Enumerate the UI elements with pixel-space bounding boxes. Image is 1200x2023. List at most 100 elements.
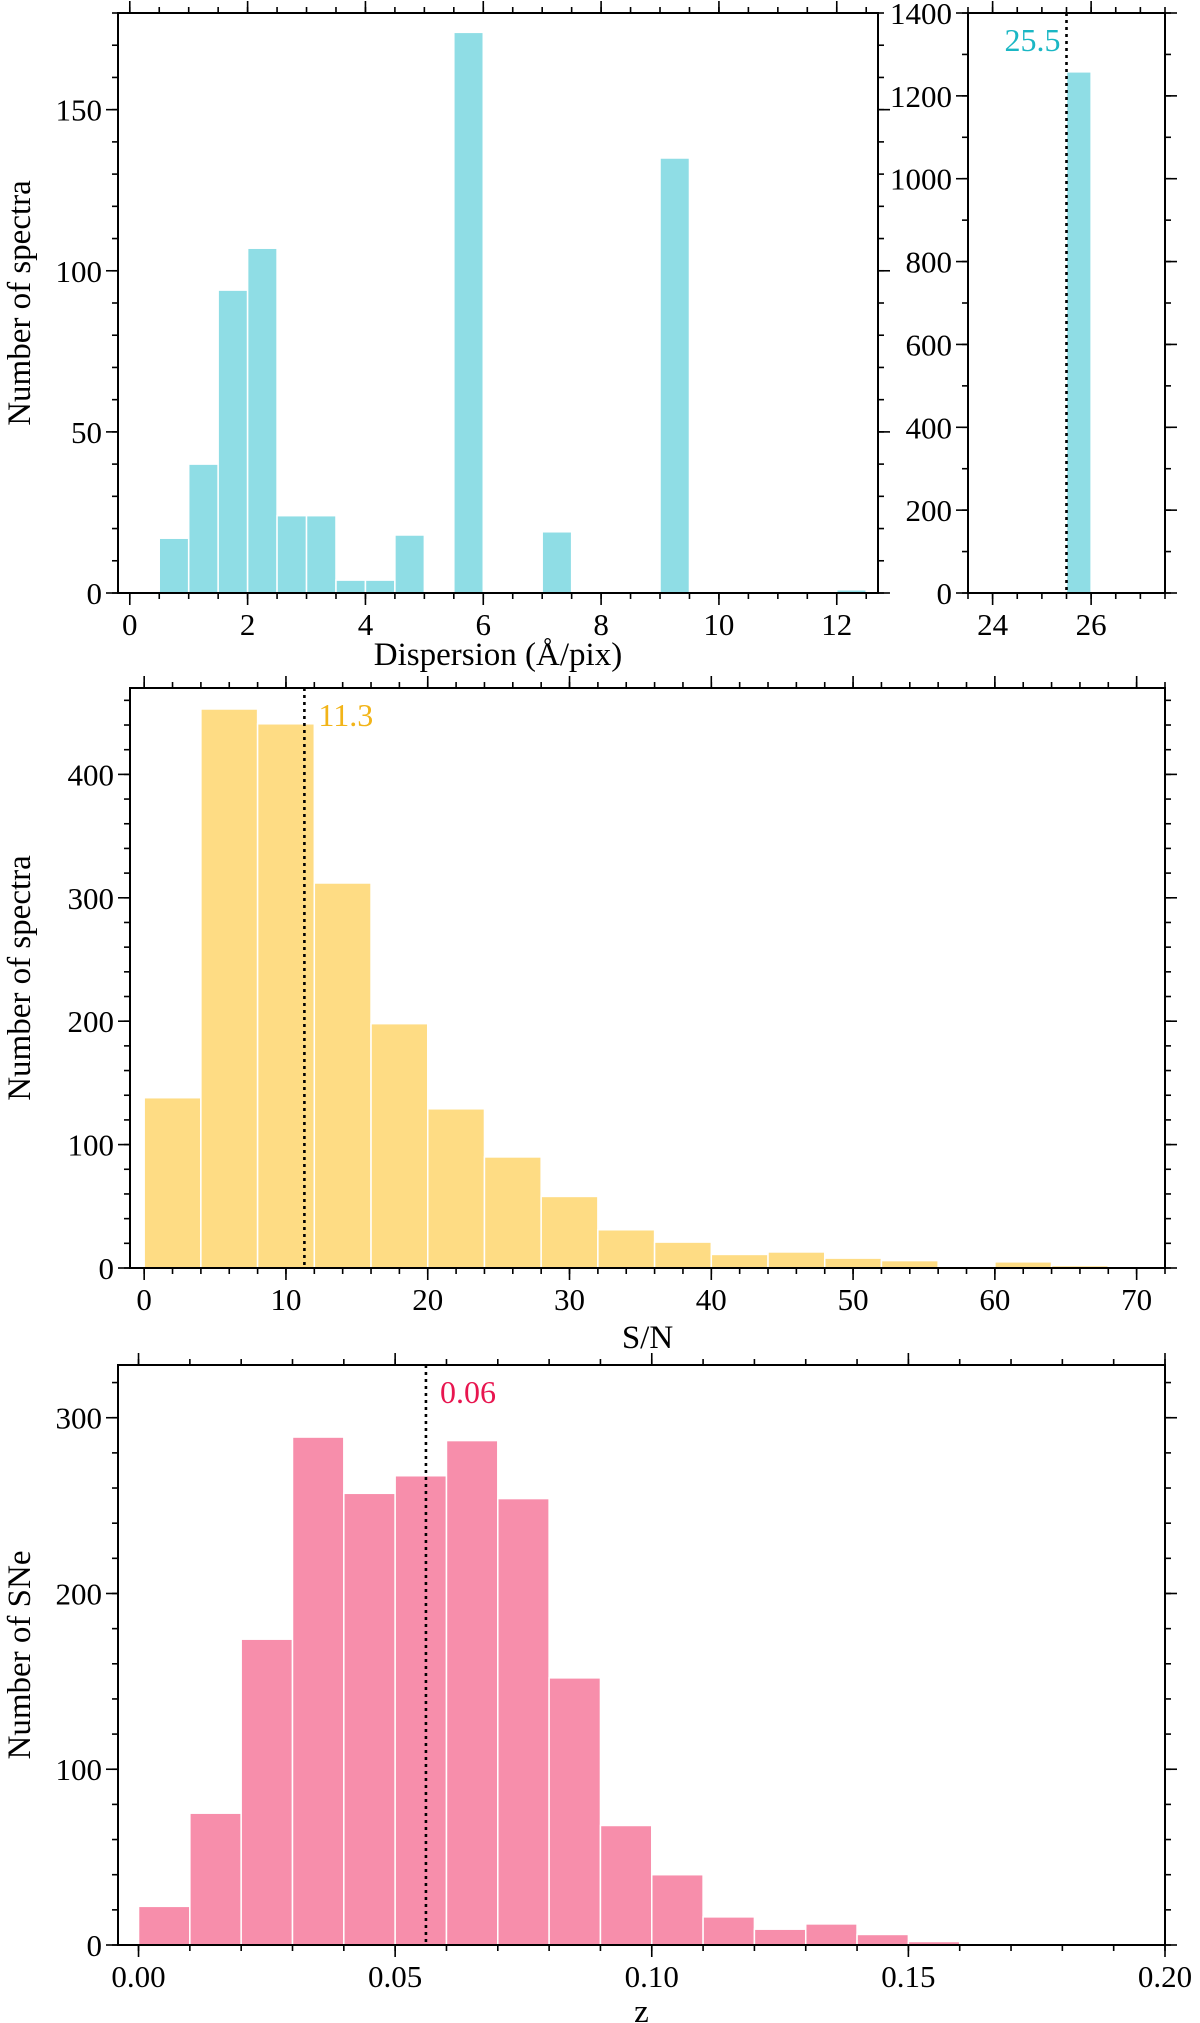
snr-y-tick-label: 100 xyxy=(68,1128,115,1163)
redshift-y-tick-label: 0 xyxy=(87,1928,103,1963)
snr-bar-8 xyxy=(597,1228,656,1269)
dispersion-main-x-tick-label: 0 xyxy=(122,607,138,642)
snr-bar-11 xyxy=(767,1251,826,1269)
redshift-x-axis-label: z xyxy=(634,1994,649,2023)
dispersion-main-bar-11 xyxy=(659,157,691,594)
dispersion-main-bar-6 xyxy=(335,579,367,594)
redshift-bar-11 xyxy=(702,1916,756,1946)
redshift-y-tick-label: 300 xyxy=(56,1401,103,1436)
dispersion-inset-x-tick-label: 24 xyxy=(977,607,1009,642)
redshift-bar-10 xyxy=(651,1873,704,1946)
dispersion-main-y-tick-label: 0 xyxy=(87,576,103,611)
redshift-x-tick-label: 0.00 xyxy=(111,1959,165,1994)
redshift-bar-3 xyxy=(291,1436,345,1946)
snr-bar-7 xyxy=(540,1195,599,1269)
dispersion-main-x-tick-label: 4 xyxy=(358,607,374,642)
dispersion-main-bar-2 xyxy=(217,289,249,594)
dispersion-inset-y-tick-label: 600 xyxy=(906,327,953,362)
dispersion-main-x-tick-label: 8 xyxy=(593,607,609,642)
redshift-frame xyxy=(117,1364,1166,1946)
snr-bar-4 xyxy=(370,1022,429,1269)
redshift-y-tick-label: 100 xyxy=(56,1752,103,1787)
dispersion-main-bar-5 xyxy=(305,514,337,594)
snr-y-tick-label: 200 xyxy=(68,1004,115,1039)
dispersion-inset-y-tick-label: 1400 xyxy=(890,0,952,31)
dispersion-main-y-tick-label: 50 xyxy=(71,415,102,450)
redshift-bar-12 xyxy=(753,1928,807,1946)
dispersion-inset-bar-0 xyxy=(1065,71,1092,594)
dispersion-inset-y-tick-label: 0 xyxy=(937,576,953,611)
dispersion-main-bar-8 xyxy=(394,534,426,594)
snr-bar-12 xyxy=(823,1257,883,1269)
redshift-x-tick-label: 0.20 xyxy=(1138,1959,1192,1994)
snr-bar-1 xyxy=(200,708,259,1269)
snr-bar-6 xyxy=(483,1156,542,1269)
dispersion-inset-y-tick-label: 1200 xyxy=(890,79,952,114)
redshift-bar-4 xyxy=(343,1492,396,1946)
snr-marker-label: 11.3 xyxy=(318,697,373,733)
snr-frame xyxy=(129,687,1166,1269)
snr-bar-13 xyxy=(880,1259,939,1269)
dispersion-main-bar-7 xyxy=(364,579,396,594)
snr-x-tick-label: 70 xyxy=(1121,1282,1152,1317)
redshift-bar-0 xyxy=(137,1905,191,1946)
dispersion-main-x-tick-label: 12 xyxy=(821,607,852,642)
redshift-bar-8 xyxy=(548,1677,602,1946)
snr-bar-3 xyxy=(313,882,372,1269)
snr-x-tick-label: 40 xyxy=(696,1282,727,1317)
redshift-x-tick-label: 0.05 xyxy=(368,1959,422,1994)
snr-x-tick-label: 20 xyxy=(412,1282,443,1317)
dispersion-main-bar-9 xyxy=(453,31,485,594)
redshift-bar-7 xyxy=(497,1497,550,1946)
snr-x-tick-label: 60 xyxy=(979,1282,1010,1317)
redshift-bar-2 xyxy=(240,1638,294,1946)
dispersion-main-x-axis-label: Dispersion (Å/pix) xyxy=(374,636,622,673)
redshift-bar-5 xyxy=(394,1474,448,1946)
snr-bar-2 xyxy=(256,723,316,1269)
dispersion-inset-y-tick-label: 200 xyxy=(906,493,953,528)
redshift-y-tick-label: 200 xyxy=(56,1576,103,1611)
dispersion-main-y-tick-label: 100 xyxy=(56,254,103,289)
dispersion-main-y-tick-label: 150 xyxy=(56,93,103,128)
snr-x-tick-label: 10 xyxy=(270,1282,301,1317)
dispersion-main-bar-0 xyxy=(158,537,190,594)
dispersion-main-bar-10 xyxy=(541,531,573,594)
redshift-bar-13 xyxy=(804,1923,858,1946)
redshift-histogram: 0.06 0.00 0.05 0.10 0.15 0.20 0 100 200 300 z Numbe… xyxy=(2,1353,1192,2023)
snr-x-tick-label: 50 xyxy=(838,1282,869,1317)
dispersion-main-bar-4 xyxy=(276,514,308,594)
snr-y-axis-label: Number of spectra xyxy=(2,855,38,1101)
dispersion-main-x-tick-label: 6 xyxy=(476,607,492,642)
snr-bar-9 xyxy=(653,1241,713,1269)
redshift-bar-9 xyxy=(599,1824,653,1946)
redshift-bar-6 xyxy=(445,1439,499,1946)
snr-x-tick-label: 30 xyxy=(554,1282,585,1317)
snr-x-tick-label: 0 xyxy=(136,1282,152,1317)
dispersion-main-bar-1 xyxy=(187,463,219,594)
snr-y-tick-label: 300 xyxy=(68,881,115,916)
dispersion-inset-x-tick-label: 26 xyxy=(1076,607,1107,642)
dispersion-main-x-tick-label: 2 xyxy=(240,607,256,642)
dispersion-inset-histogram: 25.5 24 26 0 200 400 600 800 1000 1200 1400 xyxy=(890,0,1177,642)
dispersion-inset-y-tick-label: 800 xyxy=(906,245,953,280)
redshift-x-tick-label: 0.10 xyxy=(625,1959,679,1994)
redshift-x-tick-label: 0.15 xyxy=(881,1959,935,1994)
snr-y-tick-label: 0 xyxy=(99,1251,115,1286)
redshift-marker-label: 0.06 xyxy=(440,1374,496,1410)
redshift-bar-1 xyxy=(189,1812,242,1946)
dispersion-main-x-tick-label: 10 xyxy=(703,607,734,642)
dispersion-inset-y-tick-label: 400 xyxy=(906,410,953,445)
dispersion-histogram: 0 2 4 6 8 10 12 0 50 100 150 Dispersion (Å/pix) Numb… xyxy=(2,1,890,673)
redshift-y-axis-label: Number of SNe xyxy=(2,1551,38,1760)
snr-bar-10 xyxy=(710,1253,769,1269)
snr-histogram: 11.3 0 10 20 30 40 50 60 70 0 100 200 300 400 S/N Numbe… xyxy=(2,676,1177,1356)
dispersion-inset-y-tick-label: 1000 xyxy=(890,162,952,197)
snr-x-axis-label: S/N xyxy=(622,1320,674,1356)
dispersion-inset-marker-label: 25.5 xyxy=(1005,22,1061,58)
dispersion-main-y-axis-label: Number of spectra xyxy=(2,180,38,426)
snr-bar-0 xyxy=(143,1096,202,1269)
snr-bar-5 xyxy=(426,1108,486,1269)
redshift-bar-14 xyxy=(856,1933,910,1946)
snr-y-tick-label: 400 xyxy=(68,757,115,792)
